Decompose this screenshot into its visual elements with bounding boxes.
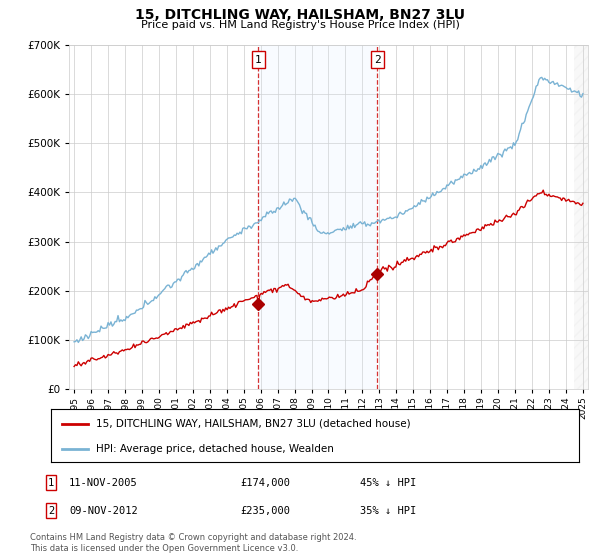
Text: £235,000: £235,000 (240, 506, 290, 516)
Text: 11-NOV-2005: 11-NOV-2005 (69, 478, 138, 488)
Text: £174,000: £174,000 (240, 478, 290, 488)
Bar (574, 45, 588, 389)
Text: 15, DITCHLING WAY, HAILSHAM, BN27 3LU: 15, DITCHLING WAY, HAILSHAM, BN27 3LU (135, 8, 465, 22)
Text: Contains HM Land Registry data © Crown copyright and database right 2024.
This d: Contains HM Land Registry data © Crown c… (30, 533, 356, 553)
Text: 1: 1 (255, 54, 262, 64)
Text: Price paid vs. HM Land Registry's House Price Index (HPI): Price paid vs. HM Land Registry's House … (140, 20, 460, 30)
Text: 1: 1 (48, 478, 54, 488)
Text: 09-NOV-2012: 09-NOV-2012 (69, 506, 138, 516)
Text: 45% ↓ HPI: 45% ↓ HPI (360, 478, 416, 488)
Bar (259, 45, 377, 389)
Text: HPI: Average price, detached house, Wealden: HPI: Average price, detached house, Weal… (96, 444, 334, 454)
Text: 35% ↓ HPI: 35% ↓ HPI (360, 506, 416, 516)
Text: 2: 2 (48, 506, 54, 516)
Text: 2: 2 (374, 54, 380, 64)
Text: 15, DITCHLING WAY, HAILSHAM, BN27 3LU (detached house): 15, DITCHLING WAY, HAILSHAM, BN27 3LU (d… (96, 419, 410, 429)
